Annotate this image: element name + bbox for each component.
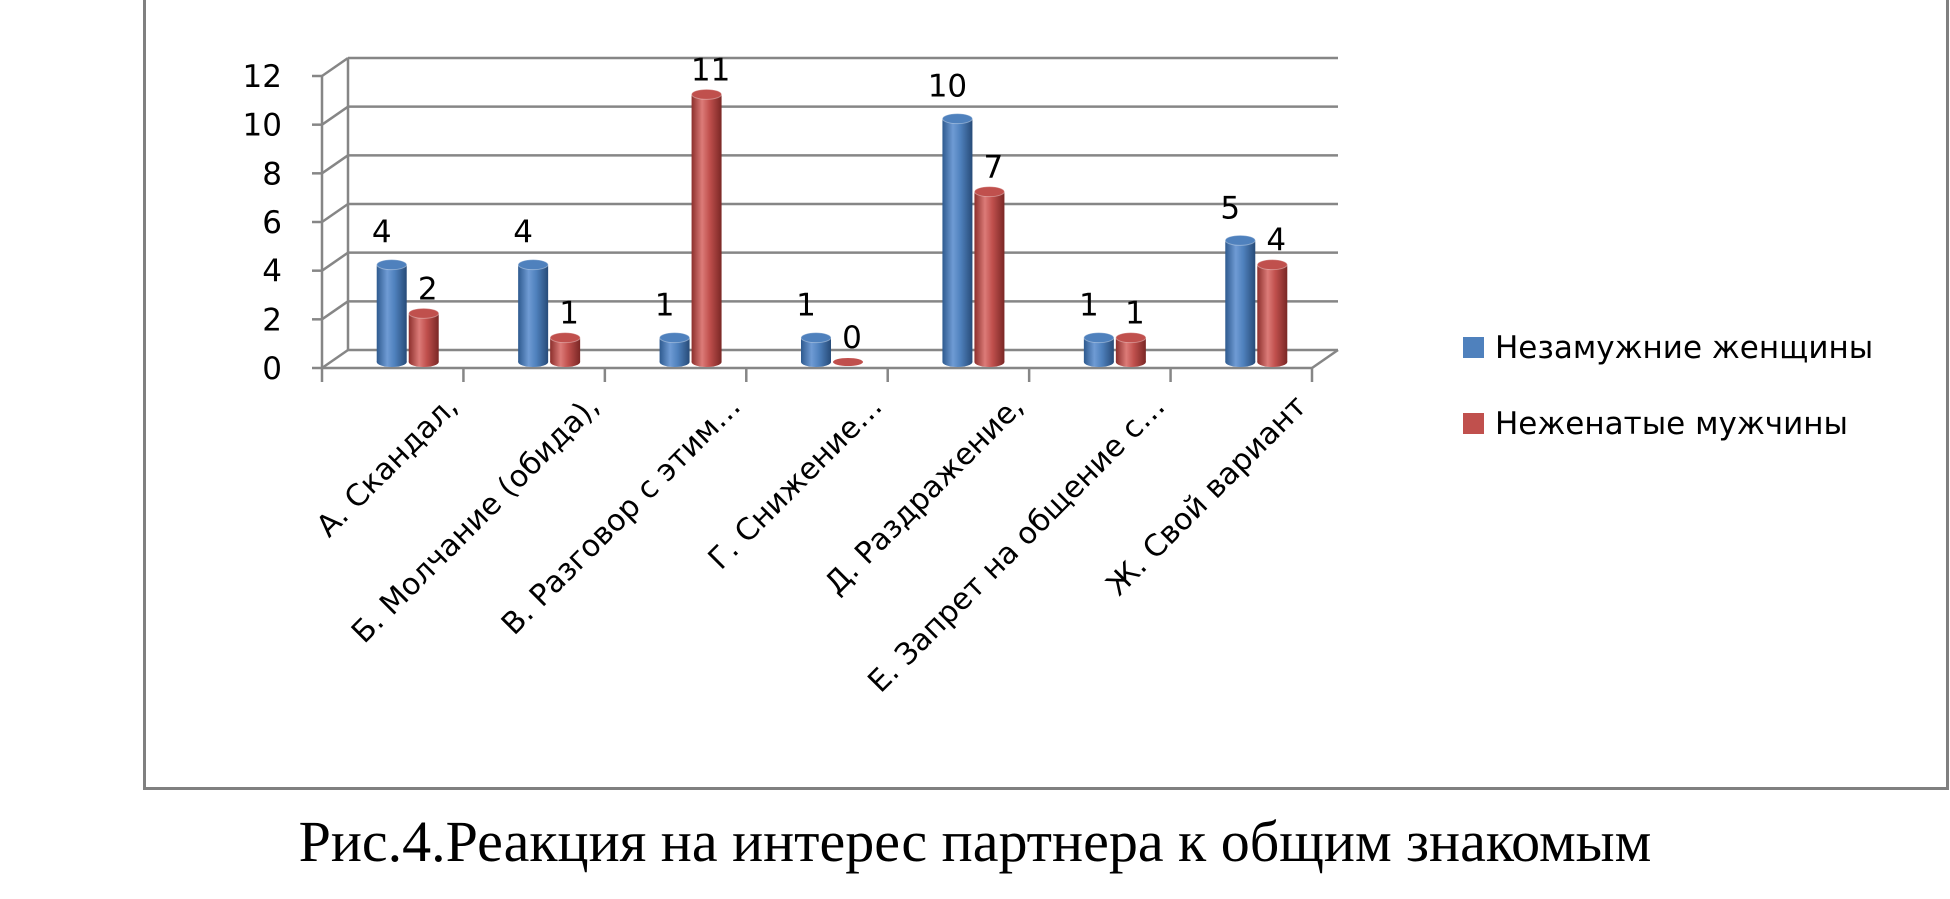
category-label: Е. Запрет на общение с… bbox=[861, 389, 1172, 700]
data-label: 7 bbox=[984, 150, 1004, 186]
category-label: В. Разговор с этим… bbox=[495, 389, 748, 642]
bar-body bbox=[518, 264, 549, 362]
bar-top bbox=[1256, 259, 1288, 271]
bar-body bbox=[942, 118, 973, 363]
y-tick-label: 6 bbox=[262, 205, 282, 241]
bar bbox=[691, 88, 723, 367]
bar-base bbox=[942, 357, 973, 367]
bar-base bbox=[691, 357, 722, 367]
legend-label: Неженатые мужчины bbox=[1495, 406, 1848, 442]
data-label: 1 bbox=[1079, 288, 1099, 324]
legend-label: Незамужние женщины bbox=[1495, 330, 1873, 366]
y-tick-label: 0 bbox=[262, 351, 282, 387]
y-tick-label: 4 bbox=[262, 254, 282, 290]
axes bbox=[312, 58, 1339, 382]
data-label: 1 bbox=[1125, 296, 1145, 332]
figure-caption: Рис.4.Реакция на интерес партнера к общи… bbox=[298, 809, 1652, 874]
bar-body bbox=[691, 94, 722, 362]
bar bbox=[376, 259, 408, 367]
data-label: 1 bbox=[796, 288, 816, 324]
bar bbox=[517, 259, 549, 367]
bar bbox=[973, 186, 1005, 367]
y-tick-labels: 0 2 4 6 8 10 12 bbox=[243, 59, 282, 387]
bar-base bbox=[974, 357, 1005, 367]
bar-base bbox=[1225, 357, 1256, 367]
bar-top bbox=[376, 259, 408, 271]
bar-base bbox=[1083, 357, 1114, 367]
bar bbox=[941, 113, 973, 367]
category-labels: А. Скандал,Б. Молчание (обида),В. Разгов… bbox=[310, 389, 1314, 700]
bar-top bbox=[408, 307, 440, 319]
bar bbox=[800, 332, 832, 367]
bar bbox=[1083, 332, 1115, 367]
bar bbox=[1256, 259, 1288, 367]
bar bbox=[408, 307, 440, 367]
bar-top bbox=[659, 332, 691, 344]
data-label: 4 bbox=[513, 215, 533, 251]
bar-body bbox=[1257, 264, 1288, 362]
bar-base bbox=[801, 357, 831, 367]
bar-top bbox=[517, 259, 549, 271]
legend: Незамужние женщины Неженатые мужчины bbox=[1463, 330, 1873, 442]
y-tick-label: 10 bbox=[243, 108, 282, 144]
bar-body bbox=[376, 264, 407, 362]
data-label: 2 bbox=[418, 271, 438, 307]
gridline-side bbox=[321, 348, 349, 370]
data-label: 4 bbox=[1266, 223, 1286, 259]
legend-item: Неженатые мужчины bbox=[1463, 406, 1848, 442]
data-label: 1 bbox=[655, 288, 675, 324]
bar bbox=[1115, 332, 1147, 367]
legend-swatch bbox=[1463, 337, 1484, 358]
bar-base bbox=[550, 357, 581, 367]
y-tick-label: 2 bbox=[262, 302, 282, 338]
gridline-side bbox=[321, 202, 349, 224]
bar bbox=[659, 332, 691, 367]
bar-base bbox=[1115, 357, 1146, 367]
gridlines bbox=[321, 56, 1338, 370]
data-label: 5 bbox=[1220, 190, 1240, 226]
data-label: 0 bbox=[842, 320, 862, 356]
data-label: 10 bbox=[928, 69, 967, 105]
bar bbox=[833, 358, 863, 366]
bar-top bbox=[833, 358, 863, 366]
category-label: Б. Молчание (обида), bbox=[345, 389, 606, 650]
gridline-side bbox=[321, 105, 349, 126]
data-label: 11 bbox=[691, 52, 730, 88]
data-label: 4 bbox=[372, 215, 392, 251]
gridline-side bbox=[321, 56, 349, 78]
bar-top bbox=[800, 332, 832, 344]
bar-top bbox=[1115, 332, 1147, 344]
y-tick-label: 8 bbox=[262, 156, 282, 192]
bar-body bbox=[974, 191, 1005, 362]
bar-top bbox=[549, 332, 581, 344]
legend-swatch bbox=[1463, 413, 1484, 434]
bar-base bbox=[518, 357, 549, 367]
bar-base bbox=[1257, 357, 1288, 367]
chart-frame bbox=[143, 0, 1949, 790]
gridline-side bbox=[321, 154, 349, 175]
bar-base bbox=[376, 357, 407, 367]
bar-base bbox=[659, 357, 690, 367]
bar bbox=[1224, 234, 1256, 367]
bar-top bbox=[1083, 332, 1115, 344]
bar-body bbox=[408, 313, 439, 362]
bars bbox=[376, 88, 1288, 367]
data-label: 1 bbox=[559, 296, 579, 332]
gridline-side bbox=[321, 251, 349, 272]
bar-top bbox=[973, 186, 1005, 198]
y-tick-label: 12 bbox=[243, 59, 282, 95]
gridline-side bbox=[321, 300, 349, 321]
category-label: А. Скандал, bbox=[310, 389, 465, 544]
bar bbox=[549, 332, 581, 367]
bar-base bbox=[408, 357, 439, 367]
legend-item: Незамужние женщины bbox=[1463, 330, 1873, 366]
floor-right-edge bbox=[1311, 348, 1339, 370]
bar-top bbox=[941, 113, 973, 125]
bar-body bbox=[1225, 240, 1256, 362]
bar-top bbox=[691, 88, 723, 100]
bar-top bbox=[1224, 234, 1256, 246]
